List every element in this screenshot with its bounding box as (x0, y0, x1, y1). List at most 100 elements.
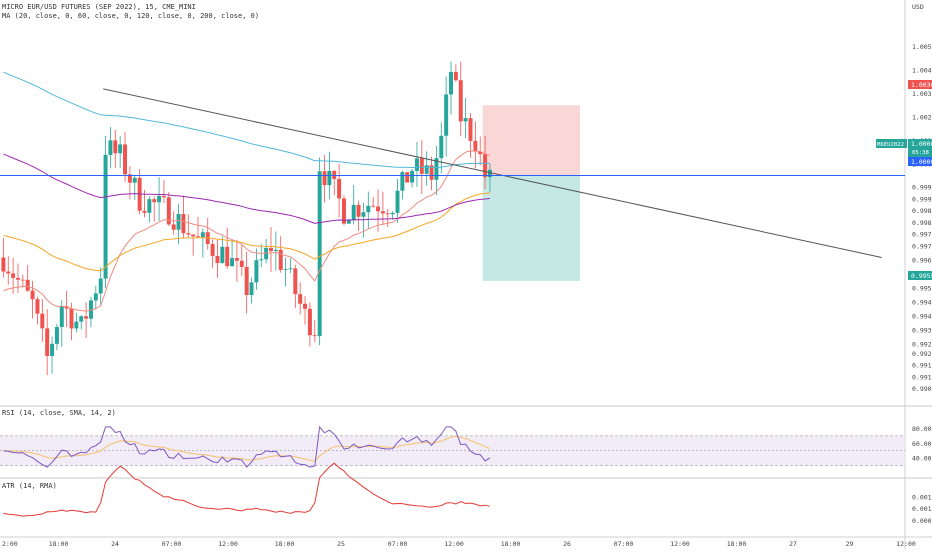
price-axis-ticks[interactable]: 1.00551.00451.00401.00351.00251.00151.00… (912, 43, 932, 393)
price-tick-label: 0.9975 (912, 231, 932, 239)
candle-body (283, 269, 288, 271)
candle-body (439, 135, 444, 159)
time-axis[interactable]: 2:00 18:00 24 07:00 12:00 18:00 25 07:00 12:00 18… (2, 540, 932, 548)
ma-120-line (3, 153, 490, 224)
position-stop-zone[interactable] (482, 105, 581, 176)
candle-body (444, 94, 449, 136)
stop-price-label: 1.0030 (911, 81, 932, 89)
candle-body (390, 212, 395, 215)
candle-body (351, 204, 356, 221)
candle-body (132, 177, 137, 183)
candle-body (468, 118, 473, 141)
candle-body (259, 259, 264, 261)
candle-body (220, 246, 225, 264)
ma-legend-title[interactable]: MA (20, close, 0, 60, close, 0, 120, clo… (2, 12, 259, 20)
candle-body (25, 279, 30, 291)
position-target-zone[interactable] (482, 175, 581, 281)
price-tick-label: 0.9934 (912, 327, 932, 335)
price-tick-label: 0.9919 (912, 362, 932, 370)
candle-body (147, 199, 152, 213)
target-price-tag: 0.9955 (908, 271, 932, 280)
candle-body (88, 300, 93, 319)
candle-body (473, 140, 478, 152)
rsi-tick-label: 60.00 (912, 440, 932, 448)
candle-body (234, 258, 239, 261)
candle-body (108, 140, 113, 155)
candle-body (410, 170, 415, 183)
candle-body (45, 328, 50, 357)
candle-body (54, 326, 59, 344)
candle-body (98, 278, 103, 294)
atr-line-path (3, 462, 491, 517)
candle-body (429, 165, 434, 180)
candle-body (40, 313, 45, 329)
candle-body (483, 154, 488, 178)
candle-body (487, 169, 492, 178)
trend-line[interactable] (103, 88, 882, 258)
candle-body (127, 174, 132, 183)
candle-body (293, 268, 298, 295)
candle-body (210, 243, 215, 256)
price-tick-label: 0.9995 (912, 184, 932, 192)
candle-body (74, 321, 79, 329)
candle-body (152, 199, 157, 203)
time-tick-label: 27 (789, 540, 797, 548)
candle-body (317, 171, 322, 337)
candle-body (230, 258, 235, 267)
price-tick-label: 0.9914 (912, 373, 932, 381)
candle-body (249, 282, 254, 296)
rsi-legend-title[interactable]: RSI (14, close, SMA, 14, 2) (2, 409, 116, 417)
ma-200-line (3, 71, 490, 169)
candle-body (30, 290, 35, 300)
candle-body (385, 213, 390, 215)
candle-body (458, 80, 463, 122)
candle-body (161, 195, 166, 198)
candle-body (157, 195, 162, 203)
candle-body (332, 170, 337, 180)
candle-body (449, 71, 454, 95)
price-tick-label: 1.0035 (912, 90, 932, 98)
time-tick-label: 26 (563, 540, 571, 548)
price-tick-label: 1.0045 (912, 67, 932, 75)
candle-body (405, 172, 410, 183)
time-tick-label: 2:00 (2, 540, 18, 548)
time-tick-label: 29 (846, 540, 854, 548)
candle-body (118, 144, 123, 154)
candle-body (366, 205, 371, 213)
atr-legend-title[interactable]: ATR (14, RMA) (2, 482, 57, 490)
candle-body (215, 255, 220, 264)
price-tick-label: 0.9909 (912, 385, 932, 393)
time-tick-label: 12:00 (218, 540, 238, 548)
candle-body (371, 205, 376, 207)
candle-body (35, 299, 40, 314)
candles (1, 61, 492, 376)
time-tick-label: 18:00 (727, 540, 747, 548)
candle-body (239, 260, 244, 267)
main-legend-title[interactable]: MICRO EUR/USD FUTURES (SEP 2022), 15, CM… (2, 3, 196, 11)
candle-body (478, 151, 483, 155)
time-tick-label: 12:00 (670, 540, 690, 548)
candle-body (356, 204, 361, 217)
candle-body (376, 206, 381, 212)
candle-body (186, 233, 191, 235)
price-tick-label: 0.9985 (912, 207, 932, 215)
stop-price-tag: 1.0030 (908, 80, 932, 89)
ma-20-line (3, 150, 491, 312)
candle-body (312, 335, 317, 337)
candle-body (79, 316, 84, 322)
candle-body (113, 140, 118, 154)
price-axis-currency: USD (912, 3, 924, 11)
candle-body (84, 316, 89, 319)
rsi-line (3, 425, 491, 468)
atr-tick-label: 0.0015 (912, 494, 932, 502)
ma-60-line (3, 192, 490, 272)
candle-body (64, 306, 69, 309)
